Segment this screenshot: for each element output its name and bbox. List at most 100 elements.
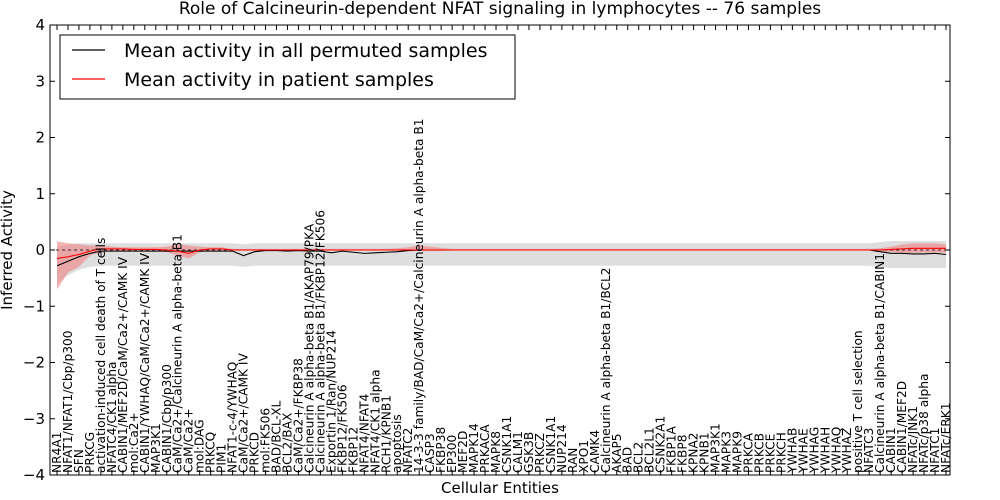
- x-tick-label: CASP3: [423, 433, 437, 473]
- x-tick-labels: NR4A1NFAT1/NFAT1/Cbp/p300SFNPRKCGactivat…: [50, 118, 953, 474]
- x-tick-label: NFAT4/NFAT4: [357, 393, 371, 473]
- x-tick-label: FKBP38: [434, 427, 448, 473]
- x-tick-label: PRKCB: [752, 433, 766, 473]
- x-tick-label: MAP3K1: [149, 423, 163, 473]
- x-tick-label: FKBP1A: [665, 426, 679, 473]
- x-tick-label: Exportin 1/Ran/NUP214: [324, 330, 338, 473]
- x-tick-label: NR4A1: [50, 432, 64, 473]
- y-tick-label: 3: [35, 72, 45, 90]
- x-tick-label: CSNK1A1: [544, 416, 558, 473]
- x-tick-label: NFATc/p38 alpha: [917, 374, 931, 473]
- x-tick-label: YWHAQ: [829, 427, 843, 474]
- y-axis: 4 3 2 1 0 −1 −2 −3 −4: [23, 16, 950, 484]
- y-axis-label: Inferred Activity: [0, 190, 16, 310]
- x-tick-label: CAMK4: [588, 430, 602, 473]
- x-tick-label: CABIN1/MEF2D: [895, 381, 909, 473]
- x-tick-label: FKBP12/FK506: [335, 384, 349, 473]
- x-tick-label: MAPK9: [730, 431, 744, 473]
- x-tick-label: NFATc/JNK1: [906, 406, 920, 473]
- chart-title: Role of Calcineurin-dependent NFAT signa…: [179, 0, 821, 19]
- x-tick-label: YWHAE: [796, 428, 810, 474]
- x-tick-label: PRKCD: [248, 432, 262, 473]
- x-tick-label: NFATC2: [401, 428, 415, 473]
- x-tick-label: Calcineurin A alpha-beta B1/CABIN1: [873, 253, 887, 473]
- x-tick-label: PRKCQ: [204, 432, 218, 473]
- x-tick-label: PRKCH: [774, 432, 788, 473]
- x-tick-label: NFATC3: [862, 428, 876, 473]
- x-tick-label: PIM1: [215, 444, 229, 473]
- x-tick-label: XPO1: [577, 440, 591, 473]
- x-tick-label: PRKCG: [83, 432, 97, 473]
- x-tick-label: BCL2L1: [643, 427, 657, 473]
- x-tick-label: NFATC4/CK1 alpha: [105, 362, 119, 473]
- x-tick-label: Calcineurin A alpha-beta B1/FKBP12/FK506: [313, 210, 327, 473]
- x-tick-label: YWHAH: [818, 427, 832, 474]
- x-tick-label: CABIN1/MEF2D/CaM/Ca2+/CAMK IV: [116, 256, 130, 473]
- x-tick-label: BAD/BCL-XL: [270, 400, 284, 473]
- y-tick-label: 1: [35, 185, 45, 203]
- x-axis-label: Cellular Entities: [441, 479, 559, 497]
- x-tick-label: KPNA2: [687, 432, 701, 473]
- x-tick-label: CaM/Ca2+/FKBP38: [291, 358, 305, 473]
- x-tick-label: SFN: [72, 449, 86, 473]
- x-tick-label: activation-induced cell death of T cells: [94, 238, 108, 473]
- y-tick-label: −4: [23, 466, 45, 484]
- x-tick-label: apoptosis: [390, 414, 404, 473]
- legend-box: [59, 34, 516, 100]
- legend-label-permuted: Mean activity in all permuted samples: [124, 40, 487, 62]
- y-tick-label: −2: [23, 354, 45, 372]
- x-tick-label: PRKCZ: [533, 433, 547, 473]
- x-tick-label: 14-3-3 family/BAD/CaM/Ca2+/Calcineurin A…: [412, 118, 426, 473]
- x-tick-label: BAD: [621, 447, 635, 473]
- y-tick-label: 0: [35, 241, 45, 259]
- x-tick-label: GSK3B: [522, 432, 536, 473]
- x-axis: [56, 25, 947, 475]
- x-tick-label: CaM/Ca2+/Calcineurin A alpha-beta B1: [171, 234, 185, 473]
- x-tick-label: MAPK8: [489, 431, 503, 473]
- x-tick-label: mol:DAG: [193, 419, 207, 473]
- x-tick-label: Calcineurin A alpha-beta B1/BCL2: [599, 267, 613, 473]
- x-tick-label: Calcineurin A alpha-beta B1/AKAP79/PKA: [302, 223, 316, 473]
- x-tick-label: CSNK1A1: [500, 416, 514, 473]
- x-tick-label: RAN: [566, 448, 580, 473]
- x-tick-label: NFAT4/CK1 alpha: [368, 369, 382, 473]
- x-tick-label: positive T cell selection: [851, 330, 865, 473]
- x-tick-label: PRKCE: [763, 434, 777, 473]
- x-tick-label: mol:Ca2+: [127, 412, 141, 473]
- x-tick-label: CABIN1/Cbp/p300: [160, 364, 174, 473]
- x-tick-label: NFATc/ERK1: [939, 403, 953, 474]
- x-tick-label: NUP214: [555, 424, 569, 473]
- y-tick-label: −1: [23, 297, 45, 315]
- x-tick-label: BCL2/BAX: [280, 413, 294, 473]
- x-tick-label: CABIN1/YWHAQ/CaM/Ca2+/CAMK IV: [138, 252, 152, 473]
- y-tick-label: 4: [35, 16, 45, 34]
- y-tick-label: 2: [35, 129, 45, 147]
- x-tick-label: PRKACA: [478, 424, 492, 473]
- x-tick-label: MAP3K1: [709, 423, 723, 473]
- x-tick-label: AKAP5: [610, 433, 624, 473]
- x-tick-label: NFAT1/NFAT1/Cbp/p300: [61, 331, 75, 474]
- x-tick-label: FKBP12: [346, 427, 360, 473]
- x-tick-label: CSNK2A1: [654, 416, 668, 473]
- x-tick-label: NFAT1-c-4/YWHAQ: [226, 362, 240, 473]
- y-tick-label: −3: [23, 410, 45, 428]
- x-tick-label: FKBP8: [676, 435, 690, 473]
- x-tick-label: BCL2: [632, 442, 646, 473]
- x-tick-label: MAPK14: [467, 423, 481, 473]
- x-tick-label: CaM/Ca2+: [182, 408, 196, 473]
- x-tick-label: MEF2D: [456, 431, 470, 473]
- x-tick-label: CABIN1: [884, 427, 898, 473]
- series-lines: [56, 247, 947, 267]
- x-tick-label: YWHAG: [807, 427, 821, 474]
- permuted-band: [57, 241, 947, 284]
- x-tick-label: MAPK3: [720, 431, 734, 473]
- x-tick-label: mol:FK506: [259, 408, 273, 473]
- x-tick-label: YWHAZ: [840, 428, 854, 474]
- legend: Mean activity in all permuted samples Me…: [59, 34, 516, 100]
- patient-mean-line: [56, 247, 947, 259]
- x-tick-label: CaM/Ca2+/CAMK IV: [237, 353, 251, 473]
- legend-label-patient: Mean activity in patient samples: [124, 69, 434, 91]
- x-tick-label: KPNB1: [698, 432, 712, 473]
- x-tick-label: CALM1: [511, 431, 525, 473]
